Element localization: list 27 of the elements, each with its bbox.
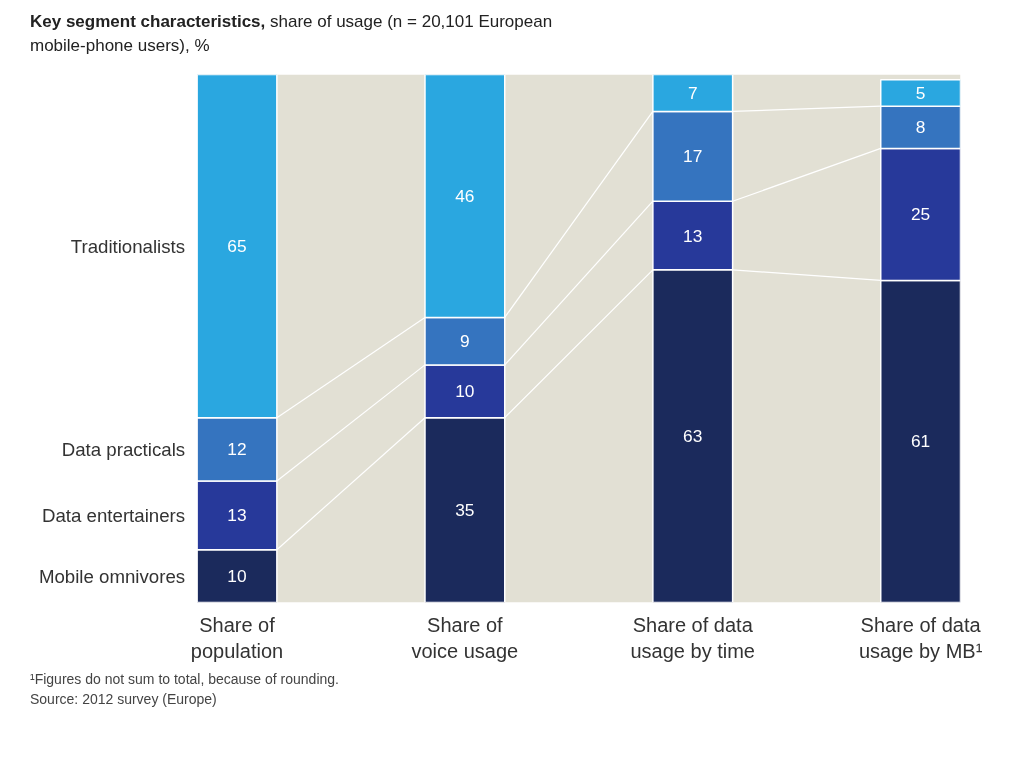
- data-label: 8: [915, 116, 926, 137]
- source-note: Source: 2012 survey (Europe): [30, 690, 217, 707]
- data-label: 13: [227, 504, 247, 525]
- series-label: Data entertainers: [42, 504, 186, 526]
- data-label: 7: [687, 82, 698, 103]
- data-label: 65: [227, 235, 247, 256]
- data-label: 25: [910, 203, 931, 224]
- series-label: Traditionalists: [70, 235, 186, 257]
- data-label: 5: [915, 82, 926, 103]
- data-label: 61: [910, 431, 931, 452]
- x-tick-label: Share of data usage by MB¹: [858, 613, 983, 662]
- x-tick-label: Share of data usage by time: [630, 613, 755, 662]
- data-label: 17: [683, 145, 703, 166]
- data-label: 35: [455, 499, 475, 520]
- text: ¹Figures do not sum to total, because of rounding.: [30, 670, 339, 687]
- data-label: 13: [683, 225, 703, 246]
- series-label: Data practicals: [61, 438, 186, 460]
- series-label: Mobile omnivores: [38, 565, 186, 587]
- data-label: 12: [227, 438, 247, 459]
- data-label: 10: [455, 380, 475, 401]
- data-label: 46: [455, 185, 475, 206]
- x-tick-label: Share of voice usage: [411, 613, 519, 662]
- data-label: 9: [460, 330, 470, 351]
- x-tick-label: Share of population: [190, 613, 284, 662]
- chart-title: Key segment characteristics,: [30, 12, 266, 31]
- data-label: 10: [227, 565, 247, 586]
- data-label: 63: [683, 425, 703, 446]
